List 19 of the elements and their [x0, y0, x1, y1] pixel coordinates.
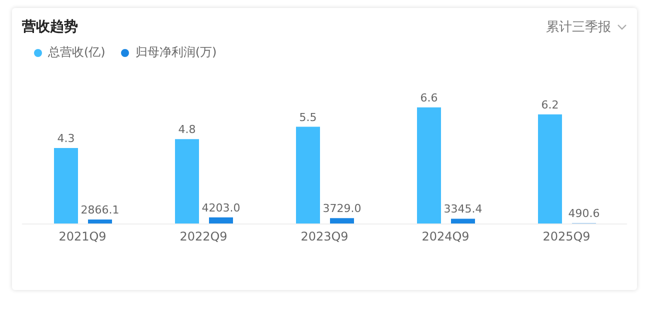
x-tick-label: 2023Q9 [300, 230, 348, 244]
data-label: 6.2 [541, 98, 559, 112]
chart-title: 营收趋势 [22, 18, 78, 36]
x-tick-label: 2022Q9 [180, 230, 228, 244]
data-label: 3729.0 [322, 202, 362, 216]
data-label: 6.6 [420, 91, 438, 104]
data-label: 4.3 [57, 132, 75, 145]
data-label: 490.6 [568, 207, 600, 220]
x-tick-label: 2025Q9 [542, 230, 590, 244]
legend-label: 归母净利润(万) [134, 44, 217, 61]
x-tick-label: 2021Q9 [58, 230, 106, 244]
legend-label: 总营收(亿) [47, 44, 106, 61]
text: 累计三季报 [546, 19, 611, 36]
data-label: 2866.1 [80, 203, 120, 216]
x-tick-label: 2024Q9 [422, 230, 470, 244]
data-label: 5.5 [299, 110, 317, 124]
data-label: 3345.4 [444, 202, 482, 216]
data-label: 4203.0 [202, 201, 240, 214]
data-label: 4.8 [178, 123, 196, 136]
